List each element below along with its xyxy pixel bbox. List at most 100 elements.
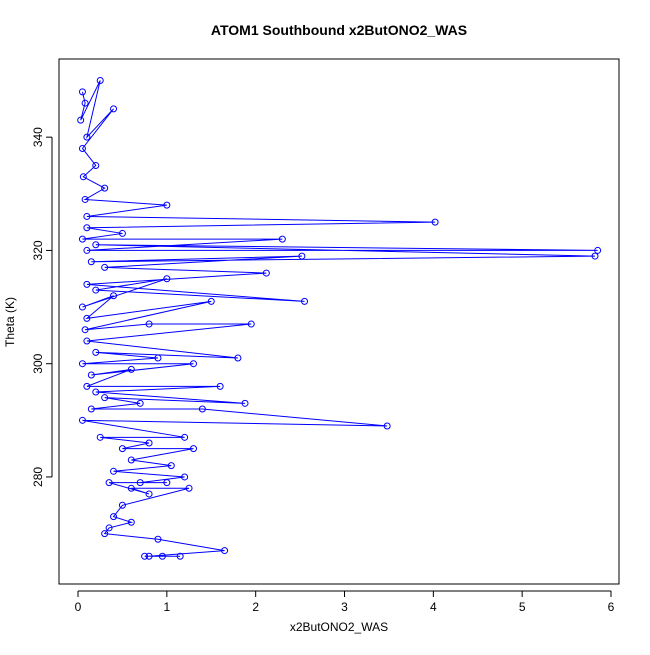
data-point <box>136 479 144 487</box>
data-point <box>87 371 95 379</box>
data-point <box>92 241 100 249</box>
data-point <box>101 184 109 192</box>
data-point <box>78 88 86 96</box>
data-point <box>145 490 153 498</box>
x-tick-label: 1 <box>163 600 170 614</box>
data-point <box>118 501 126 509</box>
data-point <box>83 224 91 232</box>
data-point <box>158 552 166 560</box>
data-point <box>118 229 126 237</box>
data-point <box>118 445 126 453</box>
data-point <box>92 348 100 356</box>
x-axis-label: x2ButONO2_WAS <box>290 620 388 634</box>
data-point <box>181 473 189 481</box>
data-point <box>145 552 153 560</box>
data-point <box>105 479 113 487</box>
data-point <box>198 405 206 413</box>
data-point <box>221 547 229 555</box>
data-point <box>77 116 85 124</box>
data-point <box>92 161 100 169</box>
data-point <box>105 524 113 532</box>
data-point <box>163 201 171 209</box>
data-point <box>78 416 86 424</box>
data-point <box>101 530 109 538</box>
data-point <box>83 382 91 390</box>
data-point <box>127 365 135 373</box>
data-point <box>110 292 118 300</box>
data-point <box>154 354 162 362</box>
y-tick-label: 300 <box>31 353 45 373</box>
data-point <box>207 297 215 305</box>
data-point <box>83 314 91 322</box>
data-point <box>163 479 171 487</box>
data-line <box>80 80 598 557</box>
data-point <box>301 297 309 305</box>
x-tick-label: 2 <box>252 600 259 614</box>
data-point <box>247 320 255 328</box>
y-axis-label: Theta (K) <box>3 297 17 347</box>
x-tick-label: 0 <box>75 600 82 614</box>
data-point <box>78 303 86 311</box>
y-tick-label: 280 <box>31 467 45 487</box>
data-point <box>431 218 439 226</box>
data-point <box>110 105 118 113</box>
data-point <box>110 467 118 475</box>
x-tick-label: 3 <box>341 600 348 614</box>
data-point <box>127 484 135 492</box>
data-point <box>189 360 197 368</box>
data-point <box>141 552 149 560</box>
data-point <box>145 439 153 447</box>
data-point <box>136 399 144 407</box>
data-point <box>78 360 86 368</box>
data-point <box>83 133 91 141</box>
data-point <box>87 258 95 266</box>
x-tick-label: 4 <box>430 600 437 614</box>
data-point <box>83 246 91 254</box>
data-point <box>154 535 162 543</box>
data-point <box>176 552 184 560</box>
data-point <box>185 484 193 492</box>
plot-box <box>58 58 620 585</box>
data-point <box>92 286 100 294</box>
data-point <box>127 518 135 526</box>
data-point <box>81 99 89 107</box>
data-point <box>81 326 89 334</box>
x-tick-label: 6 <box>608 600 615 614</box>
y-tick-label: 320 <box>31 240 45 260</box>
data-point <box>216 382 224 390</box>
data-point <box>110 513 118 521</box>
y-tick-label: 340 <box>31 127 45 147</box>
data-point <box>127 456 135 464</box>
data-point <box>163 275 171 283</box>
data-point <box>92 388 100 396</box>
data-point <box>262 269 270 277</box>
data-point <box>83 212 91 220</box>
data-point <box>298 252 306 260</box>
data-point <box>181 433 189 441</box>
data-point <box>234 354 242 362</box>
data-point <box>594 246 602 254</box>
data-point <box>83 280 91 288</box>
data-point <box>87 405 95 413</box>
data-point <box>78 235 86 243</box>
data-point <box>83 337 91 345</box>
chart-title: ATOM1 Southbound x2ButONO2_WAS <box>211 22 467 38</box>
data-point <box>96 77 104 85</box>
data-point <box>278 235 286 243</box>
data-point <box>591 252 599 260</box>
data-point <box>81 195 89 203</box>
data-point <box>96 433 104 441</box>
data-point <box>383 422 391 430</box>
data-point <box>78 144 86 152</box>
data-point <box>167 462 175 470</box>
data-point <box>189 445 197 453</box>
data-point <box>241 399 249 407</box>
data-point <box>145 320 153 328</box>
x-tick-label: 5 <box>519 600 526 614</box>
data-point <box>101 394 109 402</box>
data-point <box>101 263 109 271</box>
data-point <box>79 173 87 181</box>
